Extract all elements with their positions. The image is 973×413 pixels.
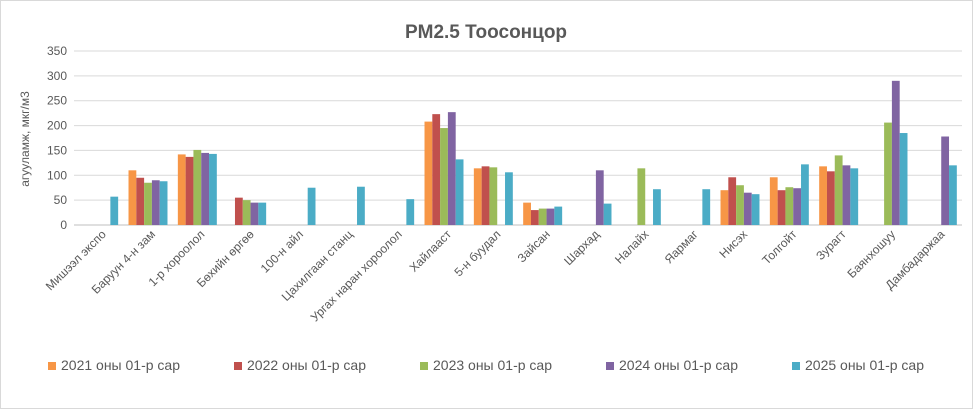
legend-swatch [234,362,242,370]
bar [949,165,957,225]
bar [819,166,827,225]
bar [899,133,908,225]
y-tick-label: 350 [47,44,67,58]
chart-title: PM2.5 Тоосонцор [405,22,567,43]
bar [743,192,752,225]
bar [440,128,448,225]
bar [603,203,612,225]
bar [530,210,539,225]
x-tick-label: Налайх [612,227,651,266]
bar [546,208,555,225]
legend-label: 2022 оны 01-р сар [247,357,366,373]
bar [185,156,194,225]
bar [801,164,809,225]
bar [110,196,119,225]
legend-swatch [606,362,614,370]
x-tick-label: Зайсан [515,227,553,265]
legend-swatch [48,362,56,370]
bar [307,187,316,225]
legend-label: 2021 оны 01-р сар [61,357,180,373]
y-axis-label: агууламж, мкг/м3 [18,91,32,187]
y-tick-label: 0 [60,218,67,232]
bar [785,187,794,225]
x-tick-label: Ургах наран хороолол [308,227,405,324]
bar [728,177,737,225]
x-tick-label: Зурагт [813,227,849,263]
bar [769,177,778,225]
bar [424,121,433,225]
bar [481,166,490,225]
bar [720,190,729,225]
bar [653,189,661,225]
legend-swatch [420,362,428,370]
bar [826,171,835,225]
y-tick-label: 100 [47,168,67,182]
bar [193,149,202,225]
bar [702,189,711,225]
bar [258,202,267,225]
y-tick-label: 200 [47,119,67,133]
legend: 2021 оны 01-р сар 2022 оны 01-р сар 2023 о… [48,357,924,373]
bar [751,194,760,225]
y-tick-label: 50 [54,193,68,207]
bar [406,199,415,225]
bar [201,152,210,225]
bar [447,112,456,225]
bar [850,168,859,225]
bar [538,208,547,225]
bar [941,136,950,225]
x-tick-label: Хайлааст [407,227,455,275]
bar [159,181,168,225]
y-tick-label: 150 [47,143,67,157]
bar [523,202,531,225]
bar [505,172,513,225]
x-tick-label: Нисэх [717,227,751,261]
bar [250,202,259,225]
bar [884,122,892,225]
bar [554,206,563,225]
bar [736,185,744,225]
bar [777,190,786,225]
bars [110,80,957,225]
legend-label: 2023 оны 01-р сар [433,357,552,373]
bar [489,167,498,225]
bar [177,154,186,225]
bar [209,153,217,225]
bar [891,80,900,225]
bar [357,186,365,225]
x-tick-label: 5-н буудал [451,227,503,279]
x-tick-label: Толгойт [759,227,800,268]
bar [473,168,482,225]
y-tick-labels: 0 50 100 150 200 250 300 350 [47,44,67,232]
y-tick-label: 250 [47,94,67,108]
y-tick-label: 300 [47,69,67,83]
bar [842,165,851,225]
bar [637,168,646,225]
bar [136,177,145,225]
x-tick-label: Шархад [561,227,602,268]
gridlines [74,50,962,226]
x-tick-label: Баянхошуу [844,227,898,281]
bar [144,182,152,225]
bar [793,188,802,225]
bar [834,155,843,225]
x-tick-label: 100-н айл [258,227,306,275]
bar [455,159,464,225]
x-tick-label: Яармаг [662,227,702,267]
bar [432,114,441,225]
legend-label: 2025 оны 01-р сар [805,357,924,373]
legend-swatch [792,362,800,370]
bar [128,170,137,225]
bar [595,170,604,225]
bar [242,200,251,225]
bar [234,197,243,225]
bar [151,180,160,225]
legend-label: 2024 оны 01-р сар [619,357,738,373]
